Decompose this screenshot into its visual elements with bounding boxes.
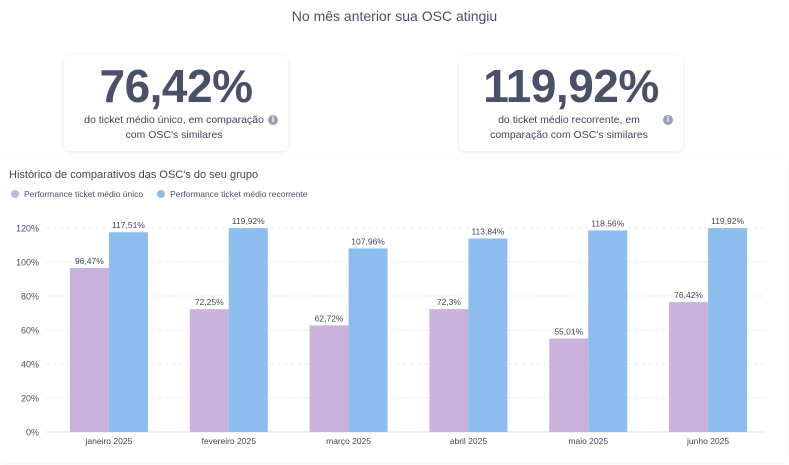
ticket-unico-value: 76,42% [99, 60, 253, 112]
legend-label-recorrente: Performance ticket médio recorrente [170, 189, 308, 199]
y-tick-label: 120% [16, 224, 39, 234]
data-label: 76,42% [674, 290, 703, 300]
chart-title: Histórico de comparativos das OSC's do s… [9, 169, 259, 181]
data-label: 96,47% [75, 256, 104, 266]
bar-recorrente [468, 238, 508, 432]
ticket-recorrente-card: 119,92% do ticket médio recorrente, em c… [459, 55, 683, 151]
legend-label-unico: Performance ticket médio único [24, 189, 144, 199]
y-tick-label: 0% [26, 428, 39, 438]
info-icon[interactable]: i [268, 115, 278, 125]
data-label: 119,92% [232, 216, 265, 226]
ticket-unico-card: 76,42% do ticket médio único, em compara… [64, 55, 288, 151]
legend-item-unico[interactable]: Performance ticket médio único [11, 189, 143, 199]
legend-item-recorrente[interactable]: Performance ticket médio recorrente [157, 189, 308, 199]
y-tick-label: 80% [21, 292, 39, 302]
y-tick-label: 40% [21, 360, 39, 370]
info-icon[interactable]: i [663, 115, 673, 125]
data-label: 118,56% [591, 218, 624, 228]
legend-dot-recorrente [157, 190, 166, 198]
data-label: 117,51% [112, 220, 145, 230]
data-label: 62,72% [315, 313, 344, 323]
bar-unico [309, 325, 349, 432]
x-tick-label: junho 2025 [686, 436, 729, 446]
bar-unico [189, 309, 229, 432]
bar-recorrente [108, 232, 148, 432]
ticket-recorrente-description: do ticket médio recorrente, em comparaçã… [490, 114, 648, 141]
chart-legend: Performance ticket médio único Performan… [11, 189, 308, 199]
ticket-unico-description: do ticket médio único, em comparação com… [84, 114, 264, 141]
y-tick-label: 20% [21, 394, 39, 404]
x-tick-label: abril 2025 [450, 436, 488, 446]
data-label: 72,3% [437, 297, 462, 307]
data-label: 119,92% [711, 216, 744, 226]
data-label: 55,01% [554, 326, 583, 336]
page-title: No mês anterior sua OSC atingiu [291, 8, 498, 24]
x-tick-label: fevereiro 2025 [202, 436, 257, 446]
bar-unico [429, 309, 469, 432]
data-label: 107,96% [351, 236, 385, 246]
bar-recorrente [228, 228, 268, 432]
bar-recorrente [708, 228, 748, 432]
x-tick-label: janeiro 2025 [85, 436, 133, 446]
x-tick-label: março 2025 [326, 436, 371, 446]
ticket-recorrente-value: 119,92% [483, 60, 659, 112]
bar-recorrente [348, 248, 388, 432]
bar-recorrente [588, 230, 628, 432]
data-label: 72,25% [195, 297, 224, 307]
x-tick-label: maio 2025 [568, 436, 608, 446]
bar-unico [549, 338, 589, 432]
bar-unico [69, 268, 109, 432]
bar-unico [669, 302, 709, 432]
y-tick-label: 100% [16, 258, 39, 268]
legend-dot-unico [11, 190, 19, 198]
y-tick-label: 60% [21, 326, 39, 336]
data-label: 113,84% [471, 226, 504, 236]
